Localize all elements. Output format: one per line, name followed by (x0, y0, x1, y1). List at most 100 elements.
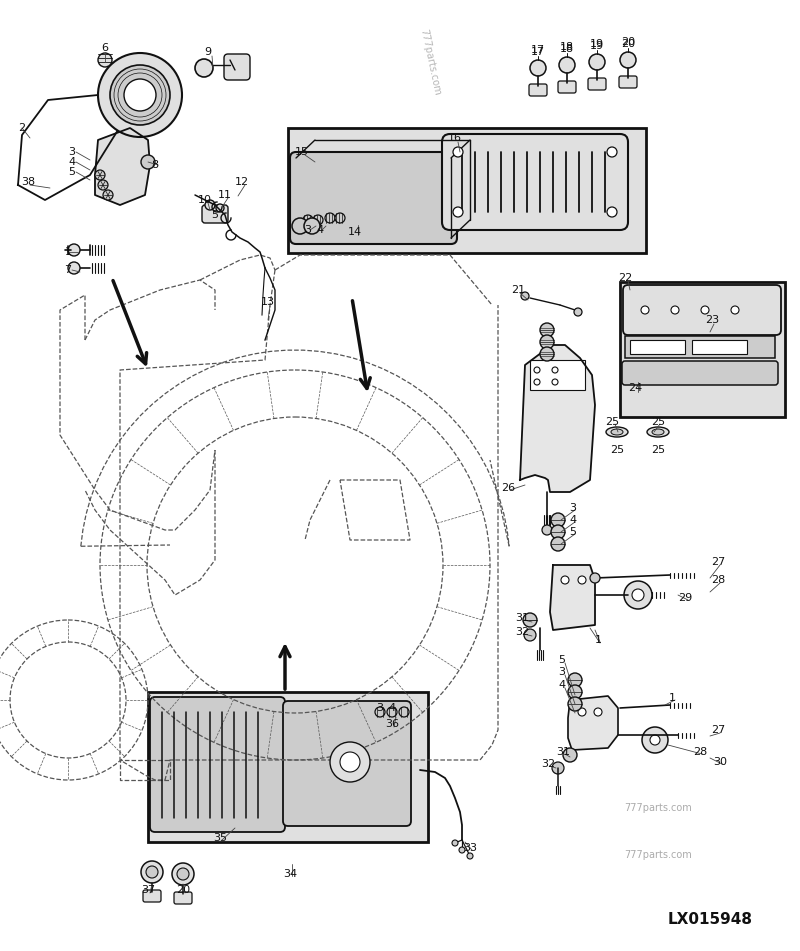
Circle shape (141, 861, 163, 883)
Circle shape (551, 513, 565, 527)
Circle shape (141, 155, 155, 169)
Circle shape (340, 752, 360, 772)
Circle shape (335, 213, 345, 223)
Bar (692, 340, 747, 354)
Circle shape (624, 581, 652, 609)
Text: 1: 1 (65, 247, 71, 257)
Circle shape (589, 54, 605, 70)
Text: 25: 25 (610, 445, 624, 455)
Text: 17: 17 (531, 45, 545, 55)
Text: 5: 5 (558, 655, 566, 665)
Polygon shape (568, 696, 618, 750)
Text: 7: 7 (65, 265, 71, 275)
FancyBboxPatch shape (622, 361, 778, 385)
Circle shape (177, 868, 189, 880)
Text: 20: 20 (621, 39, 635, 49)
Circle shape (731, 306, 739, 314)
Text: 33: 33 (463, 843, 477, 853)
Ellipse shape (647, 427, 669, 437)
Circle shape (98, 180, 108, 190)
Circle shape (453, 207, 463, 217)
Polygon shape (520, 345, 595, 492)
Circle shape (542, 525, 552, 535)
Text: 5: 5 (211, 210, 218, 220)
Circle shape (95, 170, 105, 180)
Text: 18: 18 (560, 42, 574, 52)
Circle shape (559, 57, 575, 73)
Text: 19: 19 (590, 39, 604, 49)
Text: 1: 1 (669, 693, 675, 703)
FancyBboxPatch shape (283, 701, 411, 826)
Circle shape (578, 576, 586, 584)
Text: 777parts.com: 777parts.com (624, 803, 692, 813)
Circle shape (620, 52, 636, 68)
Text: 16: 16 (448, 133, 462, 143)
Circle shape (551, 537, 565, 551)
Text: 3: 3 (377, 703, 383, 713)
Text: 4: 4 (69, 157, 75, 167)
Bar (630, 340, 685, 354)
Text: 37: 37 (141, 885, 155, 895)
Text: 9: 9 (205, 47, 211, 57)
Text: 19: 19 (590, 41, 604, 51)
Text: 2: 2 (18, 123, 26, 133)
Text: 28: 28 (711, 575, 725, 585)
Circle shape (594, 708, 602, 716)
Circle shape (387, 707, 397, 717)
Text: 31: 31 (515, 613, 529, 623)
Circle shape (330, 742, 370, 782)
FancyBboxPatch shape (558, 81, 576, 93)
Circle shape (399, 707, 409, 717)
Text: 26: 26 (501, 483, 515, 493)
Circle shape (642, 727, 668, 753)
Circle shape (467, 853, 473, 859)
Circle shape (146, 866, 158, 878)
FancyBboxPatch shape (150, 697, 285, 832)
Circle shape (524, 629, 536, 641)
Circle shape (607, 207, 617, 217)
Circle shape (540, 335, 554, 349)
Text: 3: 3 (570, 503, 577, 513)
Text: 777parts.com: 777parts.com (418, 28, 442, 96)
Text: 8: 8 (151, 160, 158, 170)
Circle shape (568, 685, 582, 699)
Circle shape (98, 53, 112, 67)
Text: 3: 3 (69, 147, 75, 157)
Circle shape (110, 65, 170, 125)
FancyBboxPatch shape (290, 152, 457, 244)
Circle shape (578, 708, 586, 716)
Text: LX015948: LX015948 (668, 913, 753, 927)
Text: 31: 31 (556, 747, 570, 757)
Circle shape (523, 613, 537, 627)
Text: 28: 28 (693, 747, 707, 757)
Text: 10: 10 (198, 195, 212, 205)
Bar (148, 692, 428, 842)
Text: 3: 3 (305, 225, 311, 235)
Circle shape (304, 218, 320, 234)
Text: 1: 1 (594, 635, 602, 645)
Text: 15: 15 (295, 147, 309, 157)
FancyBboxPatch shape (202, 205, 228, 223)
Circle shape (540, 347, 554, 361)
Text: 14: 14 (348, 227, 362, 237)
Circle shape (568, 697, 582, 711)
Circle shape (216, 204, 224, 212)
Text: 29: 29 (678, 593, 692, 603)
Text: 4: 4 (570, 515, 577, 525)
Text: 13: 13 (261, 297, 275, 307)
Text: 38: 38 (21, 177, 35, 187)
Circle shape (563, 748, 577, 762)
Circle shape (552, 379, 558, 385)
Ellipse shape (652, 429, 664, 435)
Text: 11: 11 (218, 190, 232, 200)
Text: 27: 27 (711, 557, 725, 567)
Bar (530, 360, 585, 390)
Text: 20: 20 (621, 37, 635, 47)
Text: 25: 25 (651, 417, 665, 427)
Circle shape (172, 863, 194, 885)
Circle shape (671, 306, 679, 314)
Text: 4: 4 (389, 703, 395, 713)
Text: 4: 4 (317, 225, 323, 235)
Text: 3: 3 (558, 667, 566, 677)
Bar (625, 336, 775, 358)
